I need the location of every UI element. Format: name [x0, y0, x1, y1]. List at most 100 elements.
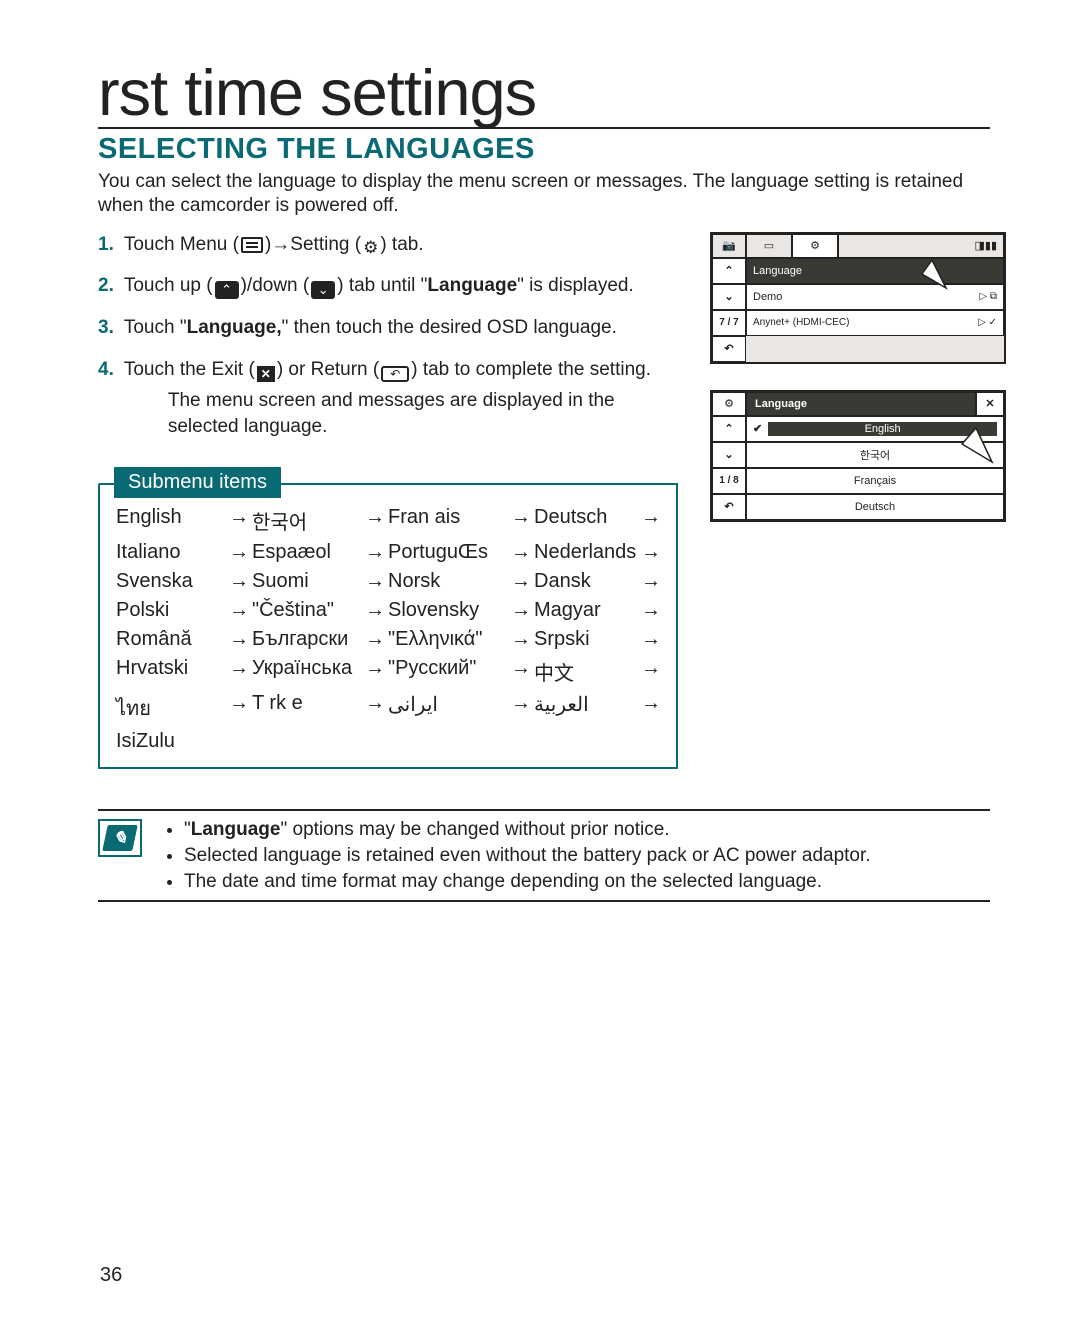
- language-name: Nederlands: [534, 541, 638, 564]
- step-bold: Language: [427, 275, 517, 296]
- return-button[interactable]: ↶: [712, 494, 746, 520]
- step-number: 3.: [98, 315, 114, 341]
- language-grid: English→한국어→Fran ais→Deutsch→Italiano→Es…: [116, 506, 660, 753]
- language-name: [252, 730, 362, 753]
- language-name: Română: [116, 628, 226, 651]
- language-name: Italiano: [116, 541, 226, 564]
- arrow-glyph: →: [362, 541, 388, 564]
- language-name: [388, 730, 508, 753]
- section-heading: SELECTING THE LANGUAGES: [98, 133, 990, 166]
- close-button[interactable]: ✕: [976, 392, 1004, 416]
- arrow-glyph: [508, 730, 534, 753]
- step-number: 4.: [98, 357, 114, 456]
- language-name: Slovensky: [388, 599, 508, 622]
- note-bold: Language: [191, 819, 281, 840]
- arrow-glyph: →: [226, 628, 252, 651]
- language-name: 中文: [534, 657, 638, 686]
- arrow-glyph: →: [508, 599, 534, 622]
- up-icon: ⌃: [215, 281, 239, 299]
- language-name: Magyar: [534, 599, 638, 622]
- language-name: T rk e: [252, 692, 362, 724]
- language-name: Dansk: [534, 570, 638, 593]
- language-name: Hrvatski: [116, 657, 226, 686]
- arrow-glyph: →: [638, 692, 664, 724]
- down-button[interactable]: ⌄: [712, 284, 746, 310]
- screen-title: Language: [746, 392, 976, 416]
- step-1: 1. Touch Menu ()→Setting (⚙) tab.: [98, 232, 678, 258]
- arrow-glyph: →: [362, 657, 388, 686]
- arrow-glyph: [226, 730, 252, 753]
- step-text: " then touch the desired OSD language.: [282, 317, 617, 338]
- lang-option-french[interactable]: Français: [746, 468, 1004, 494]
- mode-icon: 📷: [712, 234, 746, 258]
- language-name: Fran ais: [388, 506, 508, 535]
- arrow-glyph: →: [226, 506, 252, 535]
- menu-item-anynet[interactable]: Anynet+ (HDMI-CEC)▷ ✓: [746, 310, 1004, 336]
- arrow-glyph: →: [508, 657, 534, 686]
- gear-icon: ⚙: [792, 234, 838, 258]
- step-text: Touch ": [124, 317, 187, 338]
- arrow-glyph: →: [362, 506, 388, 535]
- arrow-glyph: →: [362, 692, 388, 724]
- step-text: )→Setting (: [265, 234, 361, 255]
- language-name: "Русский": [388, 657, 508, 686]
- disc-icon: ▭: [746, 234, 792, 258]
- step-text: ) or Return (: [277, 359, 379, 380]
- up-button[interactable]: ⌃: [712, 258, 746, 284]
- step-text: " is displayed.: [517, 275, 634, 296]
- step-2: 2. Touch up (⌃)/down (⌄) tab until "Lang…: [98, 273, 678, 299]
- step-4: 4. Touch the Exit (✕) or Return (↶) tab …: [98, 357, 678, 456]
- up-button[interactable]: ⌃: [712, 416, 746, 442]
- language-name: Espaæol: [252, 541, 362, 564]
- gear-icon: ⚙: [712, 392, 746, 416]
- return-button[interactable]: ↶: [712, 336, 746, 362]
- lcd-settings-screen: 📷 ▭ ⚙ ◨▮▮ ⌃ ⌄ 7 / 7 ↶ Language Demo▷ ⧉: [710, 232, 1006, 364]
- arrow-glyph: →: [508, 506, 534, 535]
- language-name: ﺍﻳﺮﺍﻧﯽ: [388, 692, 508, 724]
- language-name: Українська: [252, 657, 362, 686]
- arrow-glyph: →: [638, 599, 664, 622]
- submenu-box: Submenu items English→한국어→Fran ais→Deuts…: [98, 483, 678, 769]
- language-name: PortuguŒs: [388, 541, 508, 564]
- step-text: ) tab.: [380, 234, 423, 255]
- lang-label: Français: [753, 475, 997, 487]
- menu-icon: [241, 237, 263, 253]
- arrow-glyph: →: [362, 628, 388, 651]
- step-text: ) tab until ": [337, 275, 427, 296]
- arrow-glyph: →: [362, 570, 388, 593]
- step-text: Touch up (: [124, 275, 213, 296]
- menu-item-label: Anynet+ (HDMI-CEC): [753, 317, 849, 328]
- step-number: 2.: [98, 273, 114, 299]
- check-icon: ✔: [753, 422, 762, 435]
- menu-item-language[interactable]: Language: [746, 258, 1004, 284]
- arrow-glyph: →: [508, 628, 534, 651]
- lcd-language-screen: ⚙ Language ✕ ⌃ ⌄ 1 / 8 ↶ ✔ English: [710, 390, 1006, 522]
- step-text: Touch Menu (: [124, 234, 239, 255]
- menu-item-demo[interactable]: Demo▷ ⧉: [746, 284, 1004, 310]
- menu-item-value: ▷ ⧉: [979, 291, 997, 302]
- page-title: rst time settings: [98, 60, 990, 127]
- arrow-glyph: →: [226, 541, 252, 564]
- language-name: ไทย: [116, 692, 226, 724]
- gear-icon: ⚙: [363, 239, 378, 256]
- steps-list: 1. Touch Menu ()→Setting (⚙) tab. 2. Tou…: [98, 232, 678, 456]
- language-name: Srpski: [534, 628, 638, 651]
- language-name: Svenska: [116, 570, 226, 593]
- language-name: ﺍﻟﻌﺮﺑﻴﺔ: [534, 692, 638, 724]
- lang-option-german[interactable]: Deutsch: [746, 494, 1004, 520]
- arrow-glyph: →: [226, 692, 252, 724]
- language-name: [534, 730, 638, 753]
- arrow-glyph: →: [226, 570, 252, 593]
- return-icon: ↶: [381, 366, 409, 382]
- note-text: " options may be changed without prior n…: [280, 819, 669, 840]
- down-button[interactable]: ⌄: [712, 442, 746, 468]
- step-bold: Language,: [187, 317, 282, 338]
- note-item: "Language" options may be changed withou…: [184, 817, 871, 843]
- note-item: Selected language is retained even witho…: [184, 843, 871, 869]
- arrow-glyph: →: [226, 657, 252, 686]
- exit-icon: ✕: [257, 366, 275, 382]
- arrow-glyph: →: [638, 570, 664, 593]
- note-badge-icon: ✎: [98, 819, 142, 857]
- language-name: Deutsch: [534, 506, 638, 535]
- intro-paragraph: You can select the language to display t…: [98, 170, 990, 218]
